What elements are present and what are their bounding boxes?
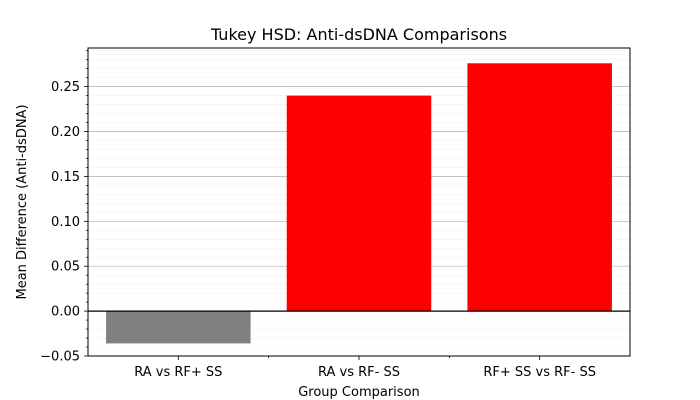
y-axis-label: Mean Difference (Anti-dsDNA): [15, 104, 30, 299]
bar: [286, 95, 432, 312]
y-axis: −0.05 0.00 0.05 0.10 0.15 0.20 0.25: [40, 50, 88, 365]
chart-title: Tukey HSD: Anti-dsDNA Comparisons: [210, 25, 507, 44]
bars: [106, 63, 612, 344]
y-tick-label: 0.10: [51, 215, 80, 230]
x-axis: RA vs RF+ SS RA vs RF- SS RF+ SS vs RF- SS: [134, 356, 596, 380]
x-tick-label: RF+ SS vs RF- SS: [483, 365, 596, 380]
bar: [467, 63, 612, 312]
bar: [106, 311, 251, 344]
y-tick-label: −0.05: [40, 350, 80, 365]
y-tick-label: 0.20: [51, 125, 80, 140]
y-tick-label: 0.05: [51, 260, 80, 275]
y-tick-label: 0.00: [51, 305, 80, 320]
y-tick-label: 0.25: [51, 80, 80, 95]
y-tick-label: 0.15: [51, 170, 80, 185]
x-tick-label: RA vs RF- SS: [318, 365, 400, 380]
x-tick-label: RA vs RF+ SS: [134, 365, 222, 380]
x-axis-label: Group Comparison: [298, 385, 420, 400]
